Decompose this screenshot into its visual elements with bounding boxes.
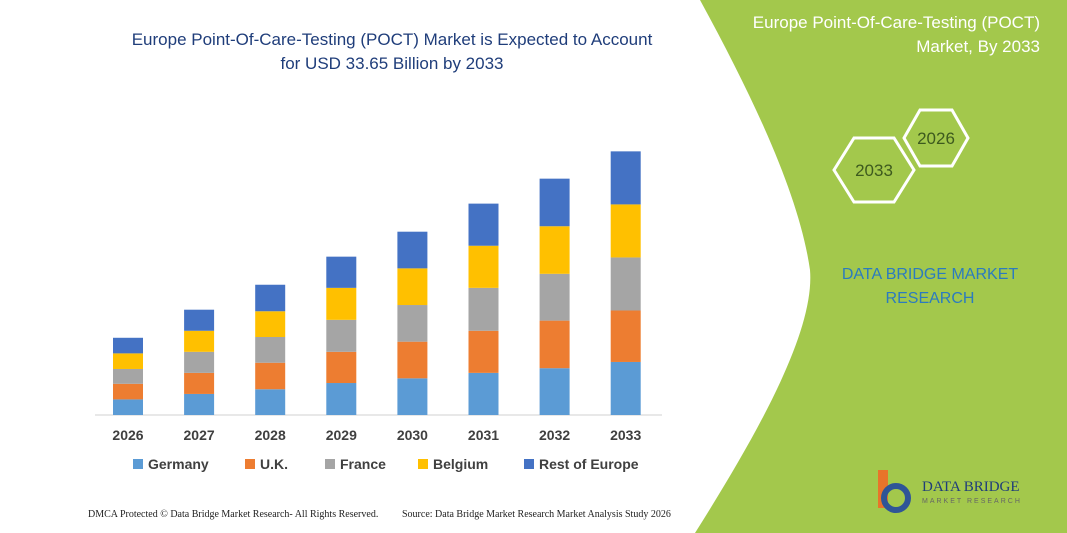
- x-tick-label: 2027: [184, 427, 215, 443]
- bar-segment: [326, 256, 357, 288]
- x-tick-label: 2028: [255, 427, 286, 443]
- bar-segment: [610, 257, 641, 311]
- brand-text: RESEARCH: [886, 290, 975, 307]
- bar-segment: [397, 378, 428, 415]
- bar-segment: [255, 284, 286, 312]
- bar-segment: [468, 245, 499, 288]
- bar-segment: [184, 393, 215, 415]
- bar-segment: [113, 337, 143, 354]
- x-tick-label: 2032: [539, 427, 570, 443]
- logo-tagline: MARKET RESEARCH: [922, 498, 1022, 505]
- bar-segment: [113, 399, 143, 415]
- bar-segment: [113, 383, 143, 400]
- bar-segment: [255, 362, 286, 390]
- hexagon: [832, 136, 916, 204]
- logo-name: DATA BRIDGE: [922, 479, 1020, 495]
- legend-swatch: [245, 459, 255, 469]
- bar-segment: [610, 204, 641, 258]
- bar-segment: [468, 372, 499, 415]
- bar-segment: [539, 226, 570, 274]
- bar-segment: [397, 268, 428, 306]
- legend-swatch: [418, 459, 428, 469]
- legend-label: Belgium: [433, 456, 488, 472]
- footer-right: Source: Data Bridge Market Research Mark…: [402, 509, 671, 520]
- hex-label: 2033: [855, 161, 893, 180]
- bar-segment: [255, 337, 286, 363]
- x-tick-label: 2026: [112, 427, 143, 443]
- bar-segment: [468, 287, 499, 331]
- bar-segment: [539, 368, 570, 415]
- chart-title: for USD 33.65 Billion by 2033: [280, 54, 503, 73]
- bar-segment: [184, 330, 215, 352]
- legend-label: Germany: [148, 456, 209, 472]
- bar-segment: [397, 341, 428, 379]
- logo: DATA BRIDGE MARKET RESEARCH: [878, 470, 1022, 513]
- x-tick-label: 2030: [397, 427, 428, 443]
- bar-segment: [184, 309, 215, 331]
- legend-swatch: [133, 459, 143, 469]
- bar-segment: [326, 319, 357, 352]
- legend-swatch: [524, 459, 534, 469]
- bar-segment: [539, 273, 570, 321]
- bar-segment: [326, 351, 357, 384]
- bar-segment: [397, 305, 428, 342]
- bar-segment: [610, 310, 641, 362]
- bar-segment: [610, 361, 641, 415]
- footer-left: DMCA Protected © Data Bridge Market Rese…: [88, 509, 378, 520]
- bar-segment: [184, 372, 215, 394]
- panel-title: Europe Point-Of-Care-Testing (POCT): [753, 13, 1040, 32]
- bar-segment: [539, 320, 570, 369]
- bar-segment: [610, 151, 641, 205]
- bar-segment: [397, 231, 428, 269]
- bar-segment: [326, 287, 357, 320]
- x-tick-label: 2029: [326, 427, 357, 443]
- chart-title: Europe Point-Of-Care-Testing (POCT) Mark…: [132, 30, 653, 49]
- bar-segment: [113, 368, 143, 384]
- bar-segment: [468, 203, 499, 246]
- logo-mark: [878, 470, 888, 508]
- bar-segment: [113, 353, 143, 369]
- bar-segment: [255, 311, 286, 337]
- bar-segment: [326, 383, 357, 415]
- bar-segment: [539, 178, 570, 227]
- hex-label: 2026: [917, 129, 955, 148]
- x-tick-label: 2033: [610, 427, 641, 443]
- x-tick-label: 2031: [468, 427, 499, 443]
- legend-label: France: [340, 456, 386, 472]
- legend-label: U.K.: [260, 456, 288, 472]
- brand-text: DATA BRIDGE MARKET: [842, 266, 1019, 283]
- bar-segment: [184, 351, 215, 373]
- legend-swatch: [325, 459, 335, 469]
- side-panel: [695, 0, 1067, 533]
- bar-segment: [468, 330, 499, 373]
- logo-mark: [881, 483, 911, 513]
- legend-label: Rest of Europe: [539, 456, 639, 472]
- panel-title: Market, By 2033: [916, 37, 1040, 56]
- bar-segment: [255, 389, 286, 415]
- hexagon: [902, 108, 970, 168]
